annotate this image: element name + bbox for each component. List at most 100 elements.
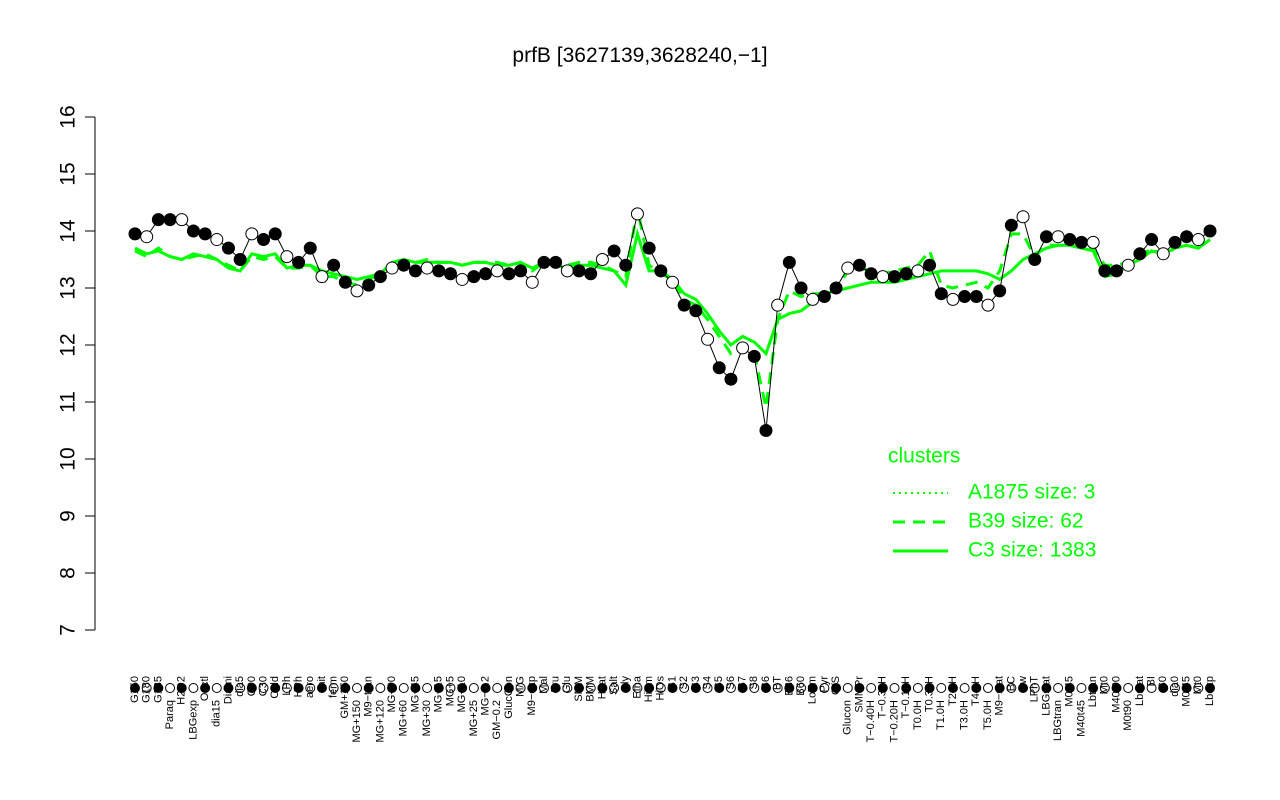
condition-marker bbox=[1064, 683, 1075, 693]
data-point bbox=[315, 270, 329, 284]
x-tick-label-upper: M0t45 bbox=[1181, 676, 1193, 707]
condition-marker bbox=[866, 683, 877, 693]
condition-marker bbox=[574, 683, 585, 693]
data-point bbox=[771, 298, 785, 312]
data-point bbox=[724, 372, 738, 386]
x-tick-label-upper: SMMPr bbox=[853, 676, 865, 713]
data-point bbox=[654, 264, 668, 278]
condition-marker bbox=[1018, 683, 1029, 693]
data-point bbox=[958, 290, 972, 304]
data-point bbox=[876, 270, 890, 284]
y-tick-label: 10 bbox=[57, 447, 80, 470]
x-tick-label-upper: LoTm bbox=[807, 676, 819, 704]
x-tick-label-upper: LPh bbox=[281, 676, 293, 696]
condition-marker bbox=[1169, 683, 1180, 693]
y-tick-label: 16 bbox=[57, 105, 80, 128]
data-point bbox=[1086, 235, 1100, 249]
x-tick-label-upper: Diami bbox=[222, 676, 234, 704]
x-tick-label-upper: Salt bbox=[608, 676, 620, 695]
x-tick-label-upper: H2O2 bbox=[176, 676, 188, 705]
condition-marker bbox=[223, 683, 234, 693]
x-tick-label-lower: T1.0H bbox=[935, 700, 947, 730]
data-point bbox=[163, 213, 177, 227]
data-point bbox=[257, 233, 271, 247]
data-point bbox=[432, 264, 446, 278]
x-tick-label-lower: T0.0H bbox=[912, 700, 924, 730]
condition-marker bbox=[1193, 683, 1204, 693]
x-tick-label-upper: G180 bbox=[141, 676, 153, 703]
x-tick-label-lower: T−0.40H bbox=[865, 700, 877, 743]
condition-marker bbox=[153, 683, 164, 693]
condition-marker bbox=[1029, 683, 1040, 693]
x-tick-label-lower: GM−0.2 bbox=[491, 700, 503, 739]
data-point bbox=[233, 253, 247, 266]
x-tick-label-upper: Gly bbox=[620, 676, 632, 693]
condition-marker bbox=[503, 683, 514, 693]
condition-marker bbox=[947, 683, 958, 693]
data-point bbox=[502, 267, 516, 281]
legend-title: clusters bbox=[888, 445, 960, 468]
x-tick-label-upper: Etha bbox=[631, 675, 643, 699]
x-tick-label-upper: S5 bbox=[713, 676, 725, 689]
axes: 7 8 9 10 11 12 13 14 15 16 bbox=[57, 105, 96, 636]
x-tick-label-upper: nit bbox=[316, 676, 328, 688]
condition-marker bbox=[1006, 683, 1017, 693]
data-point bbox=[934, 287, 948, 301]
condition-marker bbox=[831, 683, 842, 693]
x-tick-label-upper: Mt0 bbox=[1099, 676, 1111, 694]
cluster-line-dashed bbox=[134, 207, 1211, 409]
condition-marker bbox=[749, 683, 760, 693]
data-point bbox=[1063, 233, 1077, 247]
condition-marker bbox=[737, 683, 748, 693]
x-tick-label-upper: Pyr bbox=[818, 676, 830, 693]
x-tick-label-upper: HiOs bbox=[655, 676, 667, 701]
x-tick-label-lower: T3.0H bbox=[959, 700, 971, 730]
legend-entry: B39 size: 62 bbox=[968, 510, 1084, 533]
data-point bbox=[1180, 230, 1194, 244]
condition-marker bbox=[1099, 683, 1110, 693]
x-tick-label-upper: Lbexp bbox=[1204, 676, 1216, 706]
data-point bbox=[794, 281, 808, 295]
condition-marker bbox=[270, 683, 281, 693]
data-point bbox=[677, 298, 691, 312]
condition-marker bbox=[457, 683, 468, 693]
data-point bbox=[128, 227, 142, 241]
x-tick-label-upper: M9−exp bbox=[526, 676, 538, 715]
data-point bbox=[864, 267, 878, 281]
data-point bbox=[829, 281, 843, 295]
data-point bbox=[1098, 264, 1112, 278]
condition-marker bbox=[527, 683, 538, 693]
condition-marker bbox=[375, 683, 386, 693]
condition-marker bbox=[959, 683, 970, 693]
data-point bbox=[420, 261, 434, 275]
data-point bbox=[303, 241, 317, 255]
condition-marker bbox=[468, 683, 479, 693]
condition-marker bbox=[246, 683, 257, 693]
condition-marker bbox=[1041, 683, 1052, 693]
data-point bbox=[268, 227, 282, 241]
data-point bbox=[198, 227, 212, 241]
data-point bbox=[993, 284, 1007, 298]
x-tick-label-upper: MG−0.2 bbox=[479, 676, 491, 715]
data-point bbox=[689, 304, 703, 318]
data-point bbox=[1039, 230, 1053, 244]
condition-marker bbox=[433, 683, 444, 693]
data-point bbox=[572, 264, 586, 278]
condition-marker bbox=[422, 683, 433, 693]
legend: clusters A1875 size: 3 B39 size: 62 C3 size… bbox=[888, 445, 1096, 562]
y-tick-label: 9 bbox=[57, 510, 80, 522]
condition-marker bbox=[165, 683, 176, 693]
condition-marker bbox=[807, 683, 818, 693]
x-tick-label-upper: B36 bbox=[783, 676, 795, 696]
data-point bbox=[280, 250, 294, 264]
data-point bbox=[1110, 264, 1124, 278]
data-point bbox=[221, 241, 235, 255]
condition-marker bbox=[1076, 683, 1087, 693]
y-tick-label: 7 bbox=[57, 624, 80, 636]
x-tick-label-upper: S6 bbox=[725, 676, 737, 689]
x-tick-label-lower: LBGexp bbox=[187, 700, 199, 740]
condition-marker bbox=[994, 683, 1005, 693]
x-tick-label-upper: LBGstat bbox=[1040, 676, 1052, 716]
x-tick-label-upper: T−0.10H bbox=[900, 676, 912, 719]
